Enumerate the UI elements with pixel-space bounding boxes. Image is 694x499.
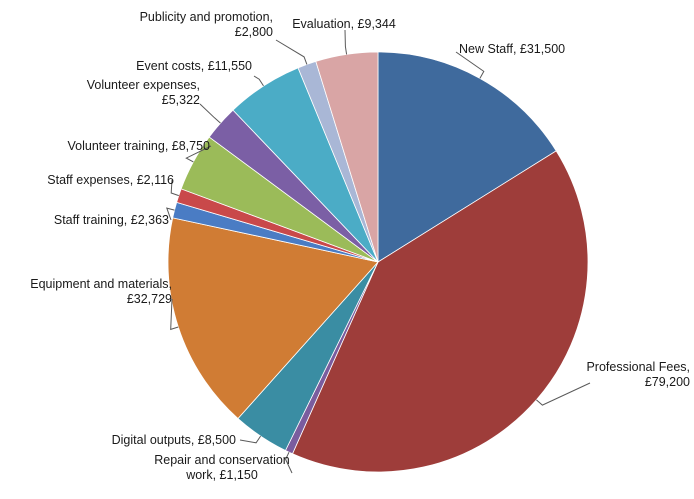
leader-line-event-costs [253, 75, 264, 87]
leader-lines-group [166, 29, 591, 474]
slice-label-line: work, £1,150 [185, 468, 258, 482]
slice-label-line: £79,200 [645, 375, 690, 389]
slice-label-line: £2,800 [235, 25, 273, 39]
slice-label-repair-and-conservation-work: Repair and conservation work, £1,150 [154, 453, 290, 482]
slice-label-volunteer-expenses: Volunteer expenses, £5,322 [87, 78, 200, 107]
slice-label-volunteer-training: Volunteer training, £8,750 [68, 139, 211, 153]
slice-label-line: Volunteer expenses, [87, 78, 200, 92]
leader-line-publicity-and-promotion [275, 39, 308, 65]
slice-label-line: Evaluation, £9,344 [292, 17, 396, 31]
leader-line-digital-outputs [239, 435, 262, 444]
slice-label-line: Repair and conservation [154, 453, 290, 467]
slice-label-staff-training: Staff training, £2,363 [54, 213, 169, 227]
slice-label-line: Event costs, £11,550 [136, 59, 252, 73]
leader-line-new-staff [455, 51, 485, 79]
slice-label-digital-outputs: Digital outputs, £8,500 [112, 433, 236, 447]
slice-label-new-staff: New Staff, £31,500 [459, 42, 565, 56]
leader-line-equipment-and-materials [170, 298, 179, 331]
pie-slice-professional-fees [291, 150, 589, 473]
slice-label-evaluation: Evaluation, £9,344 [292, 17, 396, 31]
slice-label-line: Staff training, £2,363 [54, 213, 169, 227]
leader-line-volunteer-expenses [199, 103, 221, 124]
slice-label-line: £32,729 [127, 292, 172, 306]
slice-label-equipment-and-materials: Equipment and materials, £32,729 [30, 277, 172, 306]
slice-label-publicity-and-promotion: Publicity and promotion, £2,800 [140, 10, 273, 39]
slice-label-professional-fees: Professional Fees, £79,200 [586, 360, 690, 389]
slice-label-line: Staff expenses, £2,116 [47, 173, 174, 187]
slice-label-line: £5,322 [162, 93, 200, 107]
leader-line-staff-expenses [170, 179, 179, 197]
leader-line-professional-fees [536, 382, 591, 406]
slice-label-line: Publicity and promotion, [140, 10, 273, 24]
labels-group: New Staff, £31,500 Professional Fees, £79,… [30, 10, 690, 482]
slice-label-line: New Staff, £31,500 [459, 42, 565, 56]
slice-label-line: Digital outputs, £8,500 [112, 433, 236, 447]
pie-slice-equipment-and-materials [167, 217, 379, 420]
slice-label-line: Professional Fees, [586, 360, 690, 374]
leader-line-volunteer-training [185, 145, 212, 163]
slice-label-line: Equipment and materials, [30, 277, 172, 291]
slice-label-event-costs: Event costs, £11,550 [136, 59, 252, 73]
leader-line-evaluation [344, 29, 348, 55]
slice-label-staff-expenses: Staff expenses, £2,116 [47, 173, 174, 187]
slices-group [167, 51, 589, 473]
slice-label-line: Volunteer training, £8,750 [68, 139, 211, 153]
leader-line-repair-and-conservation-work [285, 451, 293, 474]
leader-line-staff-training [166, 207, 175, 221]
